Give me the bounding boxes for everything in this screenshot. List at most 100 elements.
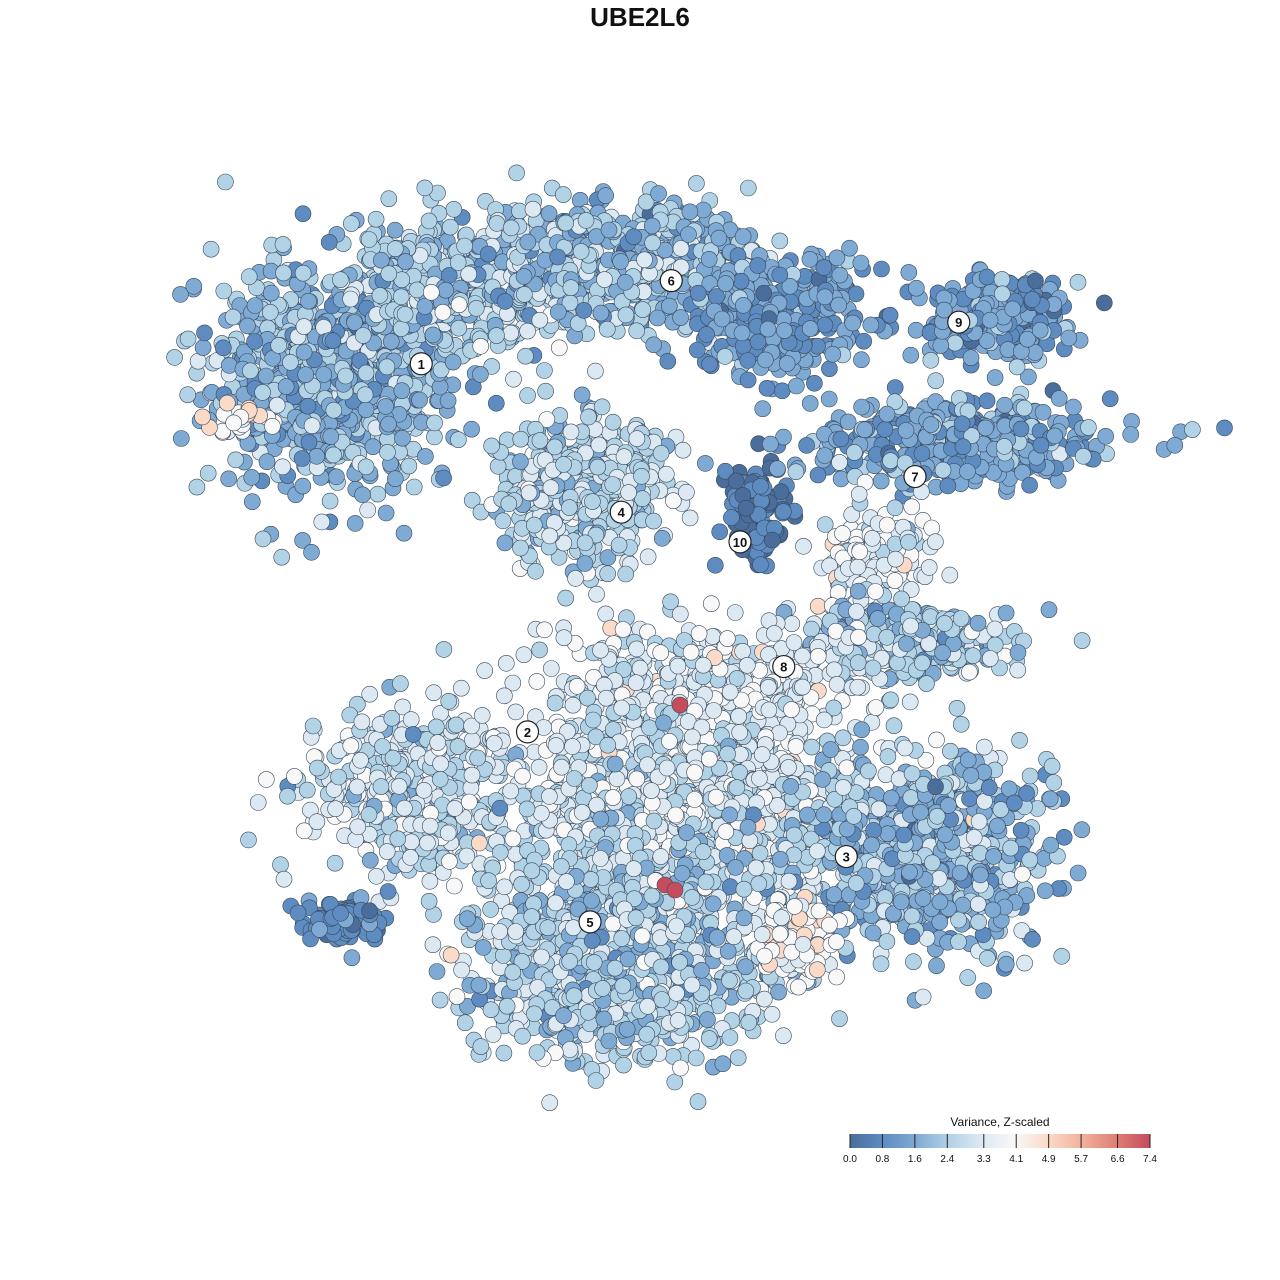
cell-point — [1032, 436, 1050, 454]
cell-point — [254, 530, 272, 548]
cell-point — [627, 674, 645, 692]
cell-point — [295, 343, 313, 361]
cell-point — [380, 190, 398, 207]
cell-point — [592, 304, 610, 322]
cell-point — [357, 458, 375, 476]
cell-point — [953, 415, 971, 433]
cell-point — [897, 422, 915, 439]
cell-point — [579, 689, 596, 707]
cell-point — [303, 543, 320, 561]
cell-point — [716, 348, 734, 365]
cell-point — [584, 493, 601, 510]
cell-point — [378, 358, 396, 376]
cell-point — [978, 392, 996, 410]
cell-point — [755, 284, 773, 302]
cell-point — [512, 430, 530, 448]
cell-point — [456, 237, 473, 255]
cell-point — [660, 297, 678, 315]
cell-point — [467, 299, 485, 317]
cell-point — [324, 332, 342, 350]
cell-point — [254, 384, 271, 401]
chart-title: UBE2L6 — [590, 2, 690, 32]
cell-point — [993, 285, 1011, 303]
cell-point — [357, 401, 375, 419]
cell-point — [1027, 272, 1044, 290]
cell-point — [472, 337, 490, 355]
cell-point — [886, 499, 904, 517]
cell-point — [567, 570, 584, 587]
cell-point — [733, 324, 751, 342]
cell-point — [763, 531, 781, 549]
cell-point — [512, 453, 529, 470]
cell-point — [785, 634, 803, 651]
cell-point — [322, 428, 340, 445]
cell-point — [900, 533, 917, 551]
cell-point — [801, 395, 819, 412]
cell-point — [405, 478, 423, 496]
cell-point — [300, 433, 318, 451]
cell-point — [617, 565, 635, 583]
cell-point — [588, 585, 605, 603]
cell-point — [277, 378, 295, 395]
cell-point — [437, 281, 455, 299]
cell-point — [851, 543, 869, 561]
cell-point — [932, 337, 950, 354]
cell-point — [270, 337, 288, 354]
cell-point — [657, 465, 675, 483]
cell-point — [821, 360, 838, 378]
cell-point — [561, 499, 578, 516]
cell-point — [941, 566, 959, 584]
cell-point — [246, 333, 263, 350]
cell-point — [320, 234, 338, 251]
cell-point — [749, 333, 767, 351]
cell-point — [294, 477, 312, 495]
cell-point — [878, 516, 896, 534]
cell-point — [502, 219, 520, 237]
cell-point — [617, 306, 635, 324]
cell-point — [862, 316, 880, 334]
cell-point — [849, 558, 867, 576]
cell-point — [853, 351, 870, 369]
cell-point — [636, 251, 653, 269]
cell-point — [824, 345, 842, 363]
cell-point — [575, 302, 593, 319]
cell-point — [913, 654, 931, 672]
cell-point — [589, 458, 607, 476]
cell-point — [927, 533, 944, 551]
cell-point — [557, 589, 575, 607]
cell-point — [173, 430, 190, 447]
cell-point — [898, 635, 915, 653]
cell-point — [377, 504, 395, 522]
cell-point — [775, 503, 792, 520]
cell-point — [528, 673, 546, 690]
cell-point — [759, 320, 777, 338]
cell-point — [783, 615, 801, 633]
cell-point — [719, 630, 736, 647]
cell-point — [295, 318, 313, 335]
cell-point — [873, 260, 890, 278]
cell-point — [1004, 300, 1022, 318]
cell-point — [694, 656, 712, 674]
cell-point — [516, 286, 533, 303]
cell-point — [573, 386, 591, 404]
cell-point — [816, 288, 834, 306]
cell-point — [576, 534, 594, 552]
cell-point — [908, 279, 925, 297]
cell-point — [472, 366, 489, 383]
cell-point — [1009, 661, 1027, 679]
cell-point — [749, 257, 767, 274]
cell-point — [776, 322, 793, 339]
cell-point — [386, 470, 404, 488]
cell-point — [519, 322, 536, 340]
cell-point — [356, 386, 374, 404]
cell-point — [308, 447, 326, 465]
cell-point — [739, 179, 757, 197]
cell-point — [918, 675, 935, 692]
cell-point — [882, 452, 899, 470]
cell-point — [612, 253, 629, 270]
cell-point — [996, 396, 1013, 414]
cell-point — [726, 604, 744, 621]
cell-point — [939, 477, 957, 495]
cell-point — [463, 420, 480, 438]
cell-point — [981, 311, 999, 329]
